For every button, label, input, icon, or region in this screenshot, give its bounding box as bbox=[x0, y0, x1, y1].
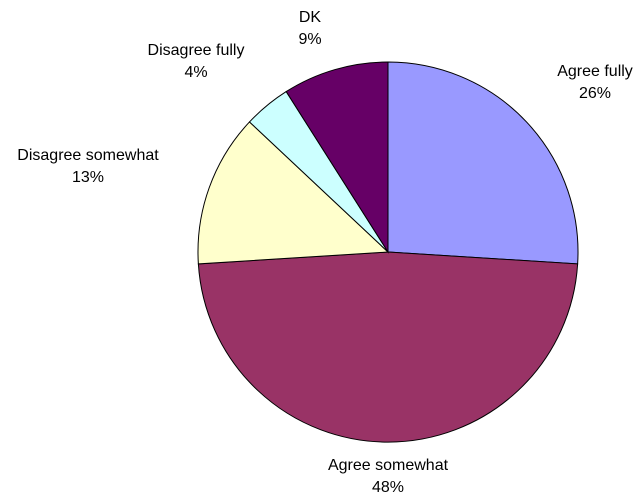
pie-labels: Agree fully 26% Agree somewhat 48% Disagree … bbox=[17, 9, 633, 496]
pie-slice-disagree-somewhat bbox=[197, 121, 390, 265]
slice-value-disagree-fully: 4% bbox=[184, 64, 207, 81]
slice-value-agree-fully: 26% bbox=[579, 85, 611, 102]
slice-label-dk: DK bbox=[299, 9, 322, 26]
slice-label-disagree-fully: Disagree fully bbox=[148, 42, 245, 59]
slice-value-dk: 9% bbox=[298, 31, 321, 48]
pie-slice-dk bbox=[285, 61, 389, 254]
slice-label-disagree-somewhat: Disagree somewhat bbox=[17, 147, 159, 164]
slice-value-agree-somewhat: 48% bbox=[372, 479, 404, 496]
slice-value-disagree-somewhat: 13% bbox=[72, 169, 104, 186]
slice-label-agree-fully: Agree fully bbox=[557, 63, 633, 80]
pie-slices bbox=[197, 61, 579, 443]
slice-label-agree-somewhat: Agree somewhat bbox=[328, 457, 449, 474]
pie-slice-agree-fully bbox=[387, 61, 579, 265]
pie-slice-agree-somewhat bbox=[197, 251, 579, 443]
